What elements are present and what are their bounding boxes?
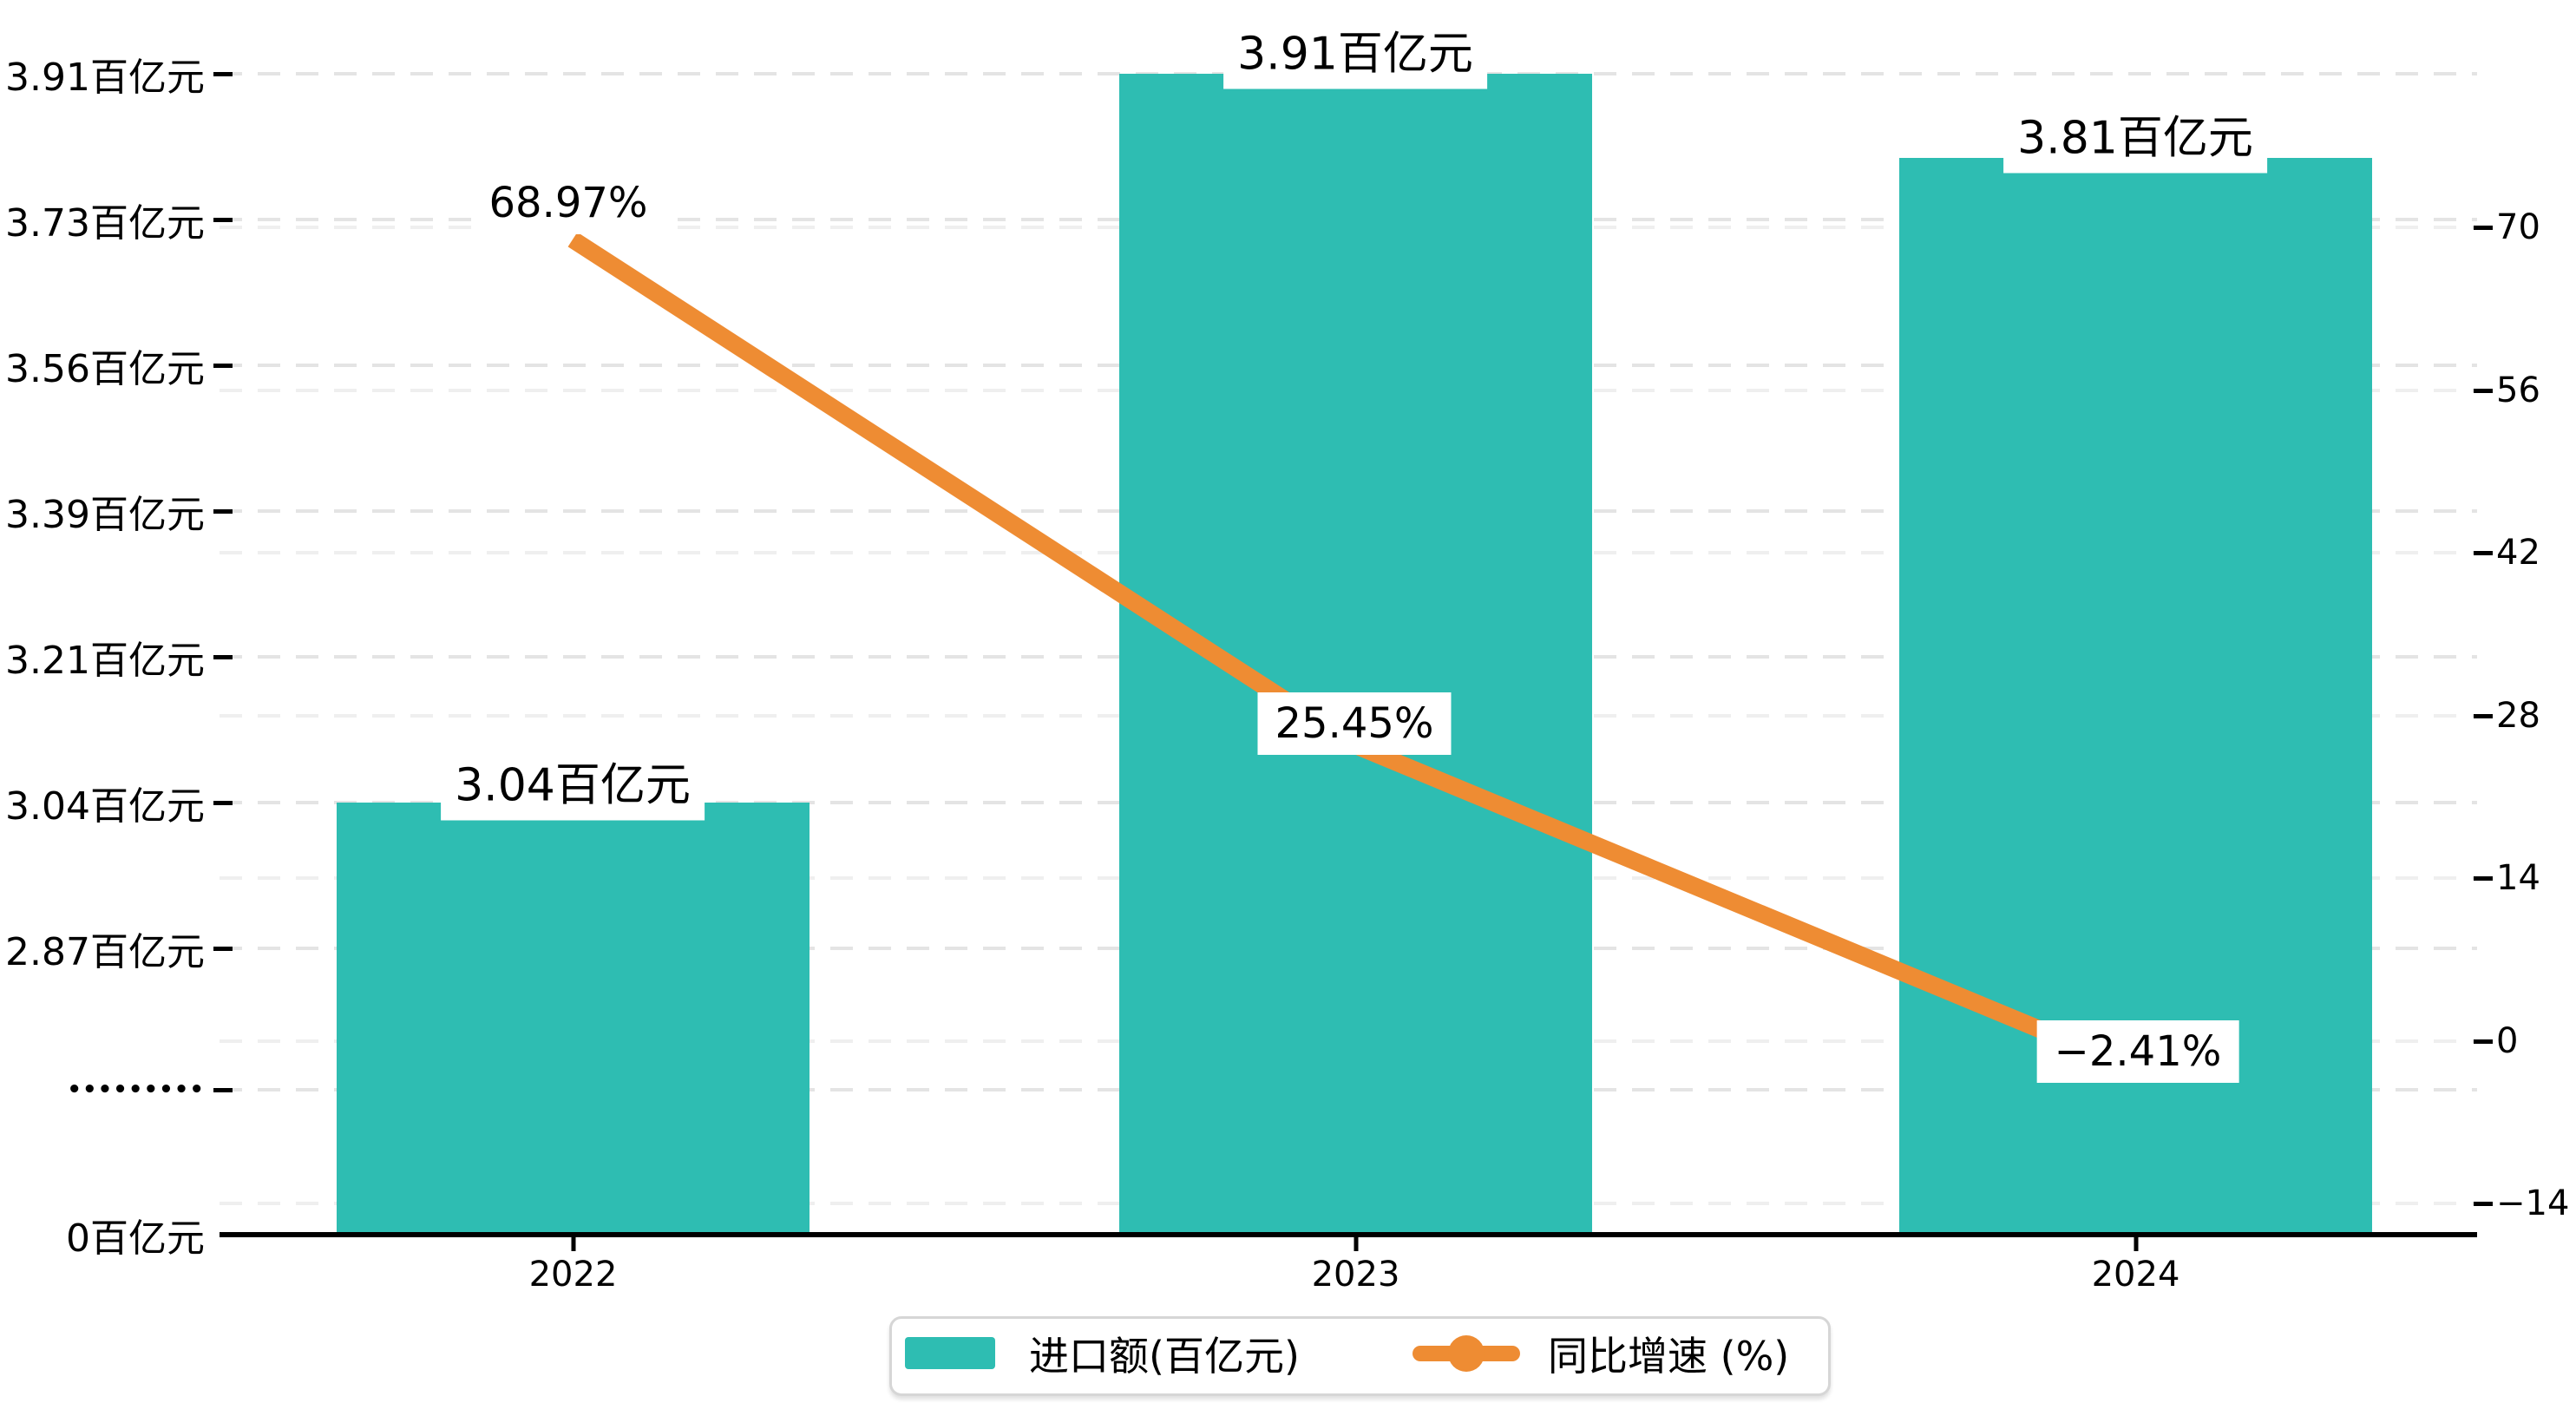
bar-2023[interactable] [1119,74,1592,1234]
y-left-tick-label: 3.04百亿元 [5,784,205,829]
y-right-tick-mark [2474,389,2493,393]
y-right-tick-label: 42 [2496,533,2540,573]
legend-bar-swatch-icon[interactable] [905,1337,995,1369]
y-left-tick-label: 3.21百亿元 [5,639,205,683]
y-left-tick-mark [213,509,233,514]
legend-item-imports[interactable]: 进口额(百亿元) [1029,1333,1300,1380]
x-axis-tick-mark [571,1236,575,1251]
y-left-tick-mark [213,1088,233,1092]
y-left-tick-mark [213,947,233,951]
x-axis-tick-mark [2134,1236,2138,1251]
y-right-tick-mark [2474,876,2493,881]
y-left-tick-label: 3.56百亿元 [5,347,205,391]
y-left-tick-mark [213,218,233,222]
x-axis-label-2022: 2022 [528,1255,618,1295]
x-axis-label-2024: 2024 [2091,1255,2180,1295]
bar-value-label-2024: 3.81百亿元 [2003,94,2267,174]
y-right-tick-mark [2474,714,2493,718]
y-right-tick-mark [2474,1039,2493,1044]
bar-value-label-2023: 3.91百亿元 [1223,10,1487,89]
y-left-tick-mark [213,801,233,805]
y-right-tick-label: 0 [2496,1021,2519,1061]
y-right-tick-label: 14 [2496,858,2540,898]
y-left-axis-break-dots: ••••••••• [67,1077,205,1103]
bar-2022[interactable] [337,803,810,1234]
y-left-tick-mark [213,655,233,659]
y-right-tick-mark [2474,1202,2493,1206]
legend-item-growth[interactable]: 同比增速 (%) [1548,1333,1790,1380]
y-left-tick-label: 3.39百亿元 [5,493,205,537]
y-right-tick-mark [2474,226,2493,230]
y-right-tick-label: 70 [2496,207,2540,247]
x-axis-line [220,1232,2477,1237]
y-right-tick-mark [2474,551,2493,555]
growth-value-label-2022: 68.97% [471,172,665,234]
growth-value-label-2024: −2.41% [2036,1020,2239,1083]
y-left-tick-label: 3.73百亿元 [5,201,205,246]
y-right-tick-label: 56 [2496,370,2540,410]
bar-value-label-2022: 3.04百亿元 [441,741,705,821]
x-axis-label-2023: 2023 [1311,1255,1400,1295]
y-left-tick-label: 2.87百亿元 [5,930,205,974]
legend [889,1316,1831,1396]
y-right-tick-label: 28 [2496,696,2540,736]
y-left-tick-mark [213,72,233,76]
legend-line-dot-icon[interactable] [1448,1335,1485,1372]
y-left-tick-label: 3.91百亿元 [5,56,205,100]
y-left-tick-label: 0百亿元 [66,1216,205,1261]
y-left-tick-mark [213,364,233,368]
x-axis-tick-mark [1354,1236,1358,1251]
y-right-tick-label: −14 [2496,1183,2570,1223]
growth-value-label-2023: 25.45% [1257,692,1452,755]
